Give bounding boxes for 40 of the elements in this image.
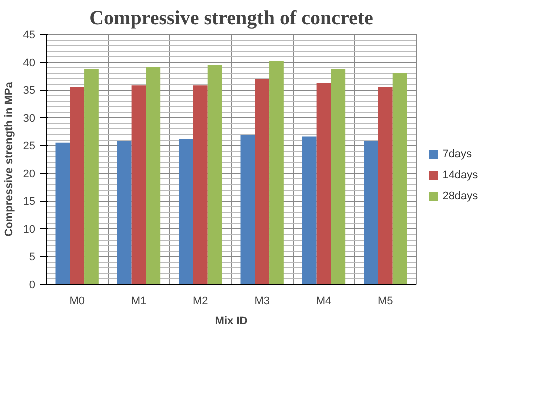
y-tick-label: 35 — [23, 85, 36, 98]
legend-label: 28days — [442, 190, 479, 202]
bar — [255, 80, 270, 284]
legend-label: 7days — [442, 148, 473, 160]
bar — [56, 142, 70, 284]
bar — [117, 141, 132, 284]
y-tick-label: 45 — [23, 30, 36, 42]
legend-label: 14days — [442, 170, 479, 182]
y-tick-label: 0 — [29, 280, 36, 292]
y-tick-label: 40 — [23, 57, 36, 70]
y-tick-label: 10 — [23, 224, 36, 236]
x-tick-label: M4 — [316, 296, 332, 308]
y-tick-label: 30 — [23, 112, 36, 125]
bar — [316, 83, 332, 284]
bar — [146, 67, 161, 284]
y-tick-label: 15 — [23, 196, 36, 208]
x-tick-label: M0 — [70, 296, 85, 308]
x-tick-label: M1 — [131, 296, 147, 308]
y-tick-label: 20 — [23, 168, 36, 180]
chart-title: Compressive strength of concrete — [90, 8, 374, 30]
bar — [364, 141, 378, 284]
bar — [378, 87, 393, 284]
bar — [132, 86, 146, 284]
bar — [331, 68, 346, 284]
bar — [84, 68, 99, 284]
x-tick-label: M2 — [193, 296, 208, 308]
x-tick-label: M5 — [378, 296, 394, 308]
bar — [302, 136, 317, 284]
bar — [179, 138, 194, 284]
x-axis-title: Mix ID — [215, 316, 248, 328]
bar — [392, 73, 408, 284]
bar — [70, 87, 85, 284]
bar — [240, 135, 256, 284]
y-tick-label: 5 — [29, 252, 36, 264]
bar — [208, 65, 222, 284]
bar — [270, 61, 284, 284]
y-axis-title: Compressive strength in MPa — [3, 81, 16, 237]
bar — [193, 86, 208, 284]
y-tick-label: 25 — [23, 140, 36, 153]
x-tick-label: M3 — [254, 296, 270, 308]
